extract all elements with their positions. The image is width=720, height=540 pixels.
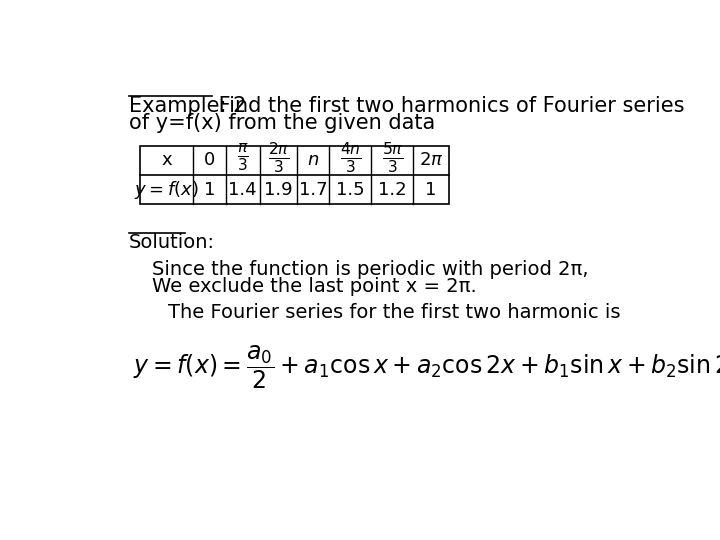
Text: 0: 0	[204, 151, 215, 169]
Text: We exclude the last point x = 2π.: We exclude the last point x = 2π.	[152, 278, 477, 296]
Text: $y = f(x) = \dfrac{a_0}{2} + a_1\cos x + a_2\cos 2x + b_1\sin x + b_2\sin 2x$: $y = f(x) = \dfrac{a_0}{2} + a_1\cos x +…	[132, 343, 720, 391]
Text: 1: 1	[204, 180, 215, 199]
Text: $\frac{4n}{3}$: $\frac{4n}{3}$	[340, 140, 361, 174]
Text: $n$: $n$	[307, 151, 319, 169]
Text: 1.9: 1.9	[264, 180, 292, 199]
Text: 1.2: 1.2	[378, 180, 407, 199]
Text: 1.4: 1.4	[228, 180, 257, 199]
Text: $\frac{5\pi}{3}$: $\frac{5\pi}{3}$	[382, 140, 403, 174]
Text: 1.7: 1.7	[299, 180, 328, 199]
Text: 1: 1	[426, 180, 437, 199]
Bar	[140, 146, 449, 204]
Text: Since the function is periodic with period 2π,: Since the function is periodic with peri…	[152, 260, 588, 279]
Text: $y = f(x)$: $y = f(x)$	[135, 179, 199, 200]
Text: 1.5: 1.5	[336, 180, 365, 199]
Text: Example: 2: Example: 2	[129, 96, 246, 116]
Text: of y=f(x) from the given data: of y=f(x) from the given data	[129, 112, 435, 132]
Text: x: x	[161, 151, 172, 169]
Text: $2\pi$: $2\pi$	[419, 151, 444, 169]
Text: The Fourier series for the first two harmonic is: The Fourier series for the first two har…	[168, 303, 620, 322]
Text: Find the first two harmonics of Fourier series: Find the first two harmonics of Fourier …	[212, 96, 685, 116]
Text: Solution:: Solution:	[129, 233, 215, 252]
Text: $\frac{\pi}{3}$: $\frac{\pi}{3}$	[237, 141, 248, 173]
Text: $\frac{2\pi}{3}$: $\frac{2\pi}{3}$	[268, 140, 289, 174]
